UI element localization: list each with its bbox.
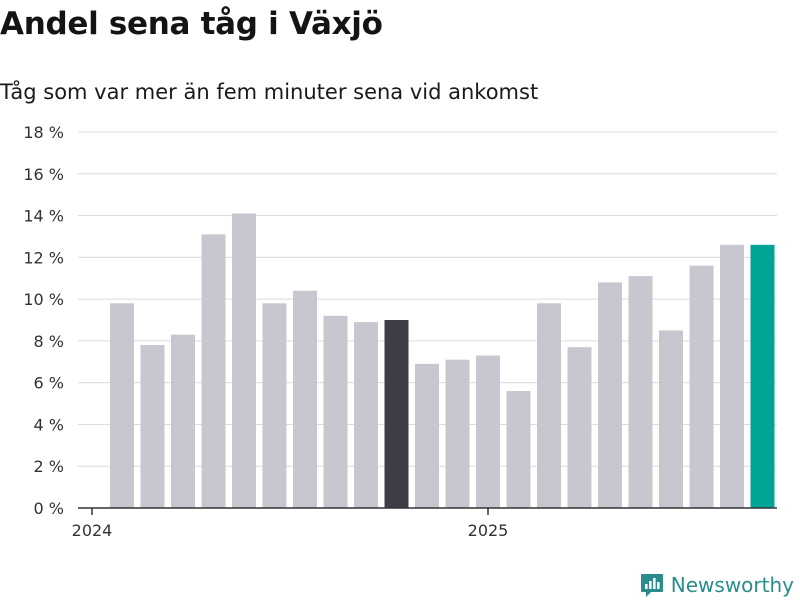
bar-2024-08 bbox=[323, 315, 348, 508]
y-tick-label: 16 % bbox=[23, 165, 64, 184]
bar-2024-05 bbox=[232, 213, 256, 508]
y-tick-label: 2 % bbox=[34, 457, 64, 476]
bar-2025-08 bbox=[689, 265, 714, 508]
bar-2024-12 bbox=[445, 359, 470, 508]
chart-subtitle: Tåg som var mer än fem minuter sena vid … bbox=[0, 80, 539, 104]
bar-2025-05 bbox=[598, 282, 622, 508]
y-tick-label: 4 % bbox=[34, 415, 64, 434]
bar-2024-04 bbox=[201, 234, 226, 508]
bar-2024-02 bbox=[140, 345, 165, 508]
y-tick-label: 12 % bbox=[23, 248, 64, 267]
chart-title: Andel sena tåg i Växjö bbox=[0, 6, 383, 42]
y-tick-label: 14 % bbox=[23, 207, 64, 226]
bar-2025-07 bbox=[659, 330, 683, 508]
y-tick-label: 6 % bbox=[34, 374, 64, 393]
y-tick-label: 10 % bbox=[23, 290, 64, 309]
brand-name: Newsworthy bbox=[670, 573, 794, 597]
bar-2025-10 bbox=[750, 244, 775, 509]
bar-2024-10 bbox=[384, 320, 409, 508]
bar-2024-01 bbox=[110, 303, 134, 508]
x-tick-label: 2025 bbox=[468, 521, 509, 540]
bar-2024-07 bbox=[293, 290, 317, 508]
bar-2024-11 bbox=[415, 363, 439, 508]
newsworthy-logo-icon bbox=[640, 574, 663, 597]
bar-2024-06 bbox=[262, 303, 287, 508]
bar-2025-01 bbox=[476, 355, 500, 508]
y-tick-label: 0 % bbox=[34, 499, 64, 518]
x-tick-label: 2024 bbox=[72, 521, 113, 540]
y-tick-label: 18 % bbox=[23, 123, 64, 142]
bar-2025-06 bbox=[628, 276, 653, 508]
bar-2025-04 bbox=[567, 347, 592, 508]
bar-2025-02 bbox=[506, 391, 531, 508]
brand-logo: Newsworthy bbox=[639, 572, 794, 598]
bar-2024-09 bbox=[354, 322, 378, 508]
bar-2025-09 bbox=[720, 244, 744, 509]
bar-2024-03 bbox=[171, 334, 195, 508]
y-tick-label: 8 % bbox=[34, 332, 64, 351]
bar-2025-03 bbox=[537, 303, 561, 508]
